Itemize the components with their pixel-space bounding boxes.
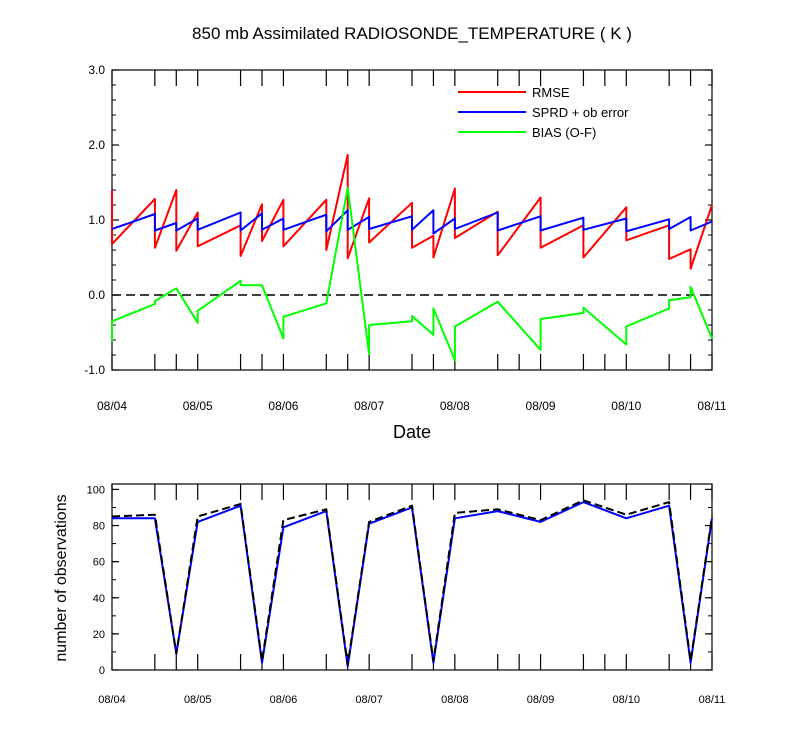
bottom-chart: 0 20 40 60 80 100 08/04 08/05 08/06 08/07 08/08 08/… <box>53 483 726 706</box>
bottom-x-tick-label: 08/05 <box>184 694 212 706</box>
bottom-x-tick-label: 08/08 <box>441 694 469 706</box>
legend-bias-label: BIAS (O-F) <box>532 125 596 140</box>
top-x-tick-label: 08/10 <box>611 399 641 413</box>
bottom-x-tick-label: 08/04 <box>98 694 126 706</box>
top-x-tick-label: 08/07 <box>354 399 384 413</box>
bottom-x-tick-label: 08/09 <box>527 694 555 706</box>
bottom-y-tick-label: 60 <box>93 557 105 569</box>
top-y-tick-label: 2.0 <box>88 138 105 152</box>
bottom-y-tick-label: 20 <box>93 629 105 641</box>
bottom-x-tick-label: 08/10 <box>613 694 641 706</box>
bottom-y-tick-label: 40 <box>93 593 105 605</box>
bottom-series-group <box>111 499 713 668</box>
top-x-tick-label: 08/09 <box>526 399 556 413</box>
bottom-y-tick-label: 80 <box>93 521 105 533</box>
top-legend: RMSE SPRD + ob error BIAS (O-F) <box>458 85 629 140</box>
top-series-2-line <box>111 186 713 362</box>
bottom-series-0-line <box>111 499 713 666</box>
top-x-tick-label: 08/05 <box>183 399 213 413</box>
top-series-1-line <box>111 209 713 235</box>
top-series-group <box>111 153 713 362</box>
top-x-tick-label: 08/08 <box>440 399 470 413</box>
top-y-tick-label: 0.0 <box>88 288 105 302</box>
top-x-tick-label: 08/06 <box>268 399 298 413</box>
top-x-axis-label: Date <box>393 422 431 442</box>
bottom-x-tick-label: 08/11 <box>699 694 726 706</box>
top-y-tick-label: 3.0 <box>88 63 105 77</box>
bottom-series-1-line <box>112 501 713 668</box>
top-x-tick-label: 08/11 <box>697 399 726 413</box>
legend-sprd-label: SPRD + ob error <box>532 105 629 120</box>
bottom-y-tick-label: 0 <box>99 665 105 677</box>
top-y-tick-label: 1.0 <box>88 213 105 227</box>
top-series-0-line <box>111 153 713 270</box>
bottom-x-tick-label: 08/07 <box>355 694 383 706</box>
top-chart: 850 mb Assimilated RADIOSONDE_TEMPERATUR… <box>84 24 727 442</box>
top-y-tick-label: -1.0 <box>84 363 105 377</box>
bottom-y-axis-label: number of observations <box>53 494 70 661</box>
bottom-axes: 0 20 40 60 80 100 08/04 08/05 08/06 08/07 08/08 08/… <box>87 484 726 706</box>
bottom-x-tick-label: 08/06 <box>270 694 298 706</box>
top-x-tick-label: 08/04 <box>97 399 127 413</box>
legend-rmse-label: RMSE <box>532 85 570 100</box>
top-chart-title: 850 mb Assimilated RADIOSONDE_TEMPERATUR… <box>192 24 632 43</box>
bottom-y-tick-label: 100 <box>87 484 105 496</box>
top-axes: -1.0 0.0 1.0 2.0 3.0 08/04 08/05 08/06 08/07 08/0… <box>84 63 727 413</box>
